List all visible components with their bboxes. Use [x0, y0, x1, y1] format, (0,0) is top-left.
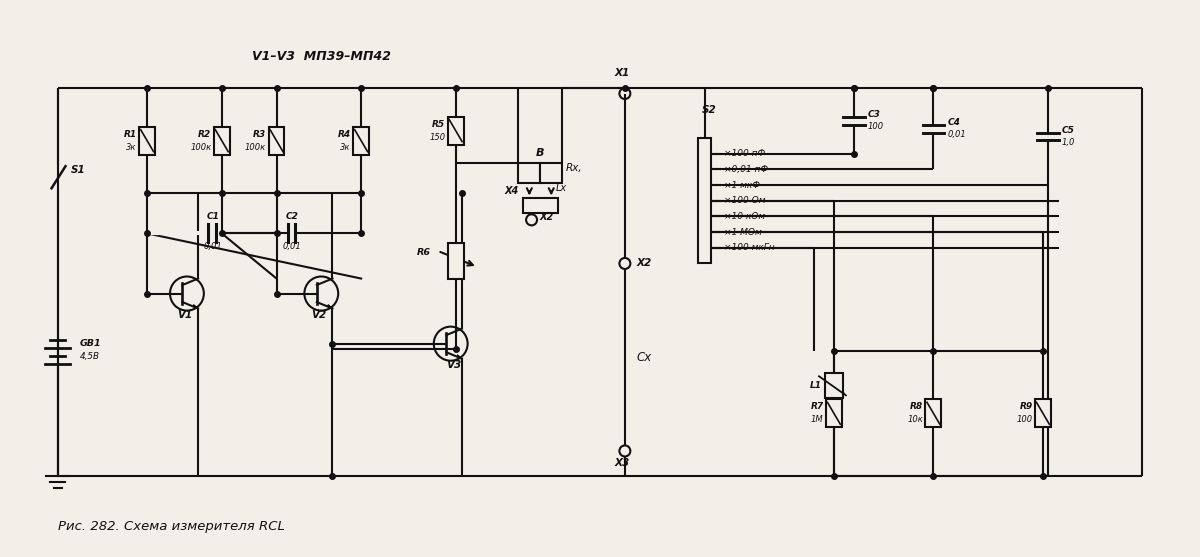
- Text: R3: R3: [253, 130, 266, 139]
- Text: C4: C4: [947, 118, 960, 126]
- Text: S2: S2: [702, 105, 716, 115]
- Text: 1М: 1М: [811, 416, 823, 424]
- Text: 0,01: 0,01: [947, 130, 966, 139]
- Text: S1: S1: [71, 165, 85, 175]
- Text: ×1 МОм: ×1 МОм: [725, 228, 762, 237]
- Bar: [523, 198, 558, 213]
- Text: ×100 мкГн: ×100 мкГн: [725, 243, 775, 252]
- Text: 150: 150: [430, 133, 445, 141]
- Text: 100к: 100к: [245, 143, 266, 152]
- Polygon shape: [328, 305, 332, 309]
- Text: R4: R4: [337, 130, 350, 139]
- Text: V1–V3  МП39–МП42: V1–V3 МП39–МП42: [252, 50, 391, 63]
- Text: C1: C1: [206, 212, 220, 221]
- Text: 100: 100: [868, 122, 884, 131]
- Text: 3к: 3к: [126, 143, 137, 152]
- Polygon shape: [193, 305, 198, 309]
- Text: X2: X2: [637, 258, 652, 268]
- Text: V1: V1: [178, 310, 192, 320]
- Bar: [697, 138, 712, 263]
- FancyBboxPatch shape: [353, 126, 370, 155]
- Text: ×1 мкФ: ×1 мкФ: [725, 180, 761, 189]
- FancyBboxPatch shape: [925, 399, 942, 427]
- Text: ×0,01 пФ: ×0,01 пФ: [725, 165, 768, 174]
- Text: X3: X3: [614, 458, 630, 468]
- Text: 4,5В: 4,5В: [79, 352, 100, 361]
- FancyBboxPatch shape: [139, 126, 155, 155]
- FancyBboxPatch shape: [826, 399, 842, 427]
- Text: 3к: 3к: [341, 143, 350, 152]
- FancyBboxPatch shape: [1034, 399, 1051, 427]
- Text: Cx: Cx: [637, 351, 652, 364]
- Text: R2: R2: [198, 130, 211, 139]
- Text: 10к: 10к: [907, 416, 923, 424]
- Text: X1: X1: [614, 68, 630, 78]
- Text: Rx,: Rx,: [566, 163, 583, 173]
- Text: ×100 Ом: ×100 Ом: [725, 196, 766, 206]
- Text: C3: C3: [868, 110, 881, 119]
- Text: R6: R6: [416, 248, 431, 257]
- Bar: [824, 373, 842, 398]
- Text: X4: X4: [504, 186, 518, 196]
- Text: L1: L1: [810, 382, 822, 390]
- Text: 0,01: 0,01: [283, 242, 302, 251]
- Text: R5: R5: [432, 120, 445, 129]
- Text: R1: R1: [124, 130, 137, 139]
- Text: ×100 пФ: ×100 пФ: [725, 149, 766, 158]
- FancyBboxPatch shape: [214, 126, 229, 155]
- Bar: [448, 243, 463, 278]
- Bar: [540, 163, 562, 183]
- Text: В: В: [536, 148, 545, 158]
- Text: GB1: GB1: [79, 339, 101, 348]
- Text: R9: R9: [1019, 402, 1032, 411]
- Text: 0,01: 0,01: [204, 242, 222, 251]
- FancyBboxPatch shape: [269, 126, 284, 155]
- Text: V2: V2: [312, 310, 326, 320]
- Text: Рис. 282. Схема измерителя RCL: Рис. 282. Схема измерителя RCL: [58, 520, 284, 532]
- Text: V3: V3: [446, 360, 461, 370]
- Text: C5: C5: [1062, 125, 1075, 135]
- Bar: [518, 163, 540, 183]
- Text: R7: R7: [810, 402, 823, 411]
- Text: 1,0: 1,0: [1062, 138, 1075, 146]
- Text: C2: C2: [286, 212, 299, 221]
- Text: 100: 100: [1016, 416, 1032, 424]
- Text: Lx: Lx: [557, 183, 568, 193]
- FancyBboxPatch shape: [448, 116, 463, 145]
- Text: 100к: 100к: [190, 143, 211, 152]
- Polygon shape: [457, 355, 462, 359]
- Text: ×10 кОм: ×10 кОм: [725, 212, 766, 221]
- Text: X2: X2: [540, 212, 553, 222]
- Text: R8: R8: [910, 402, 923, 411]
